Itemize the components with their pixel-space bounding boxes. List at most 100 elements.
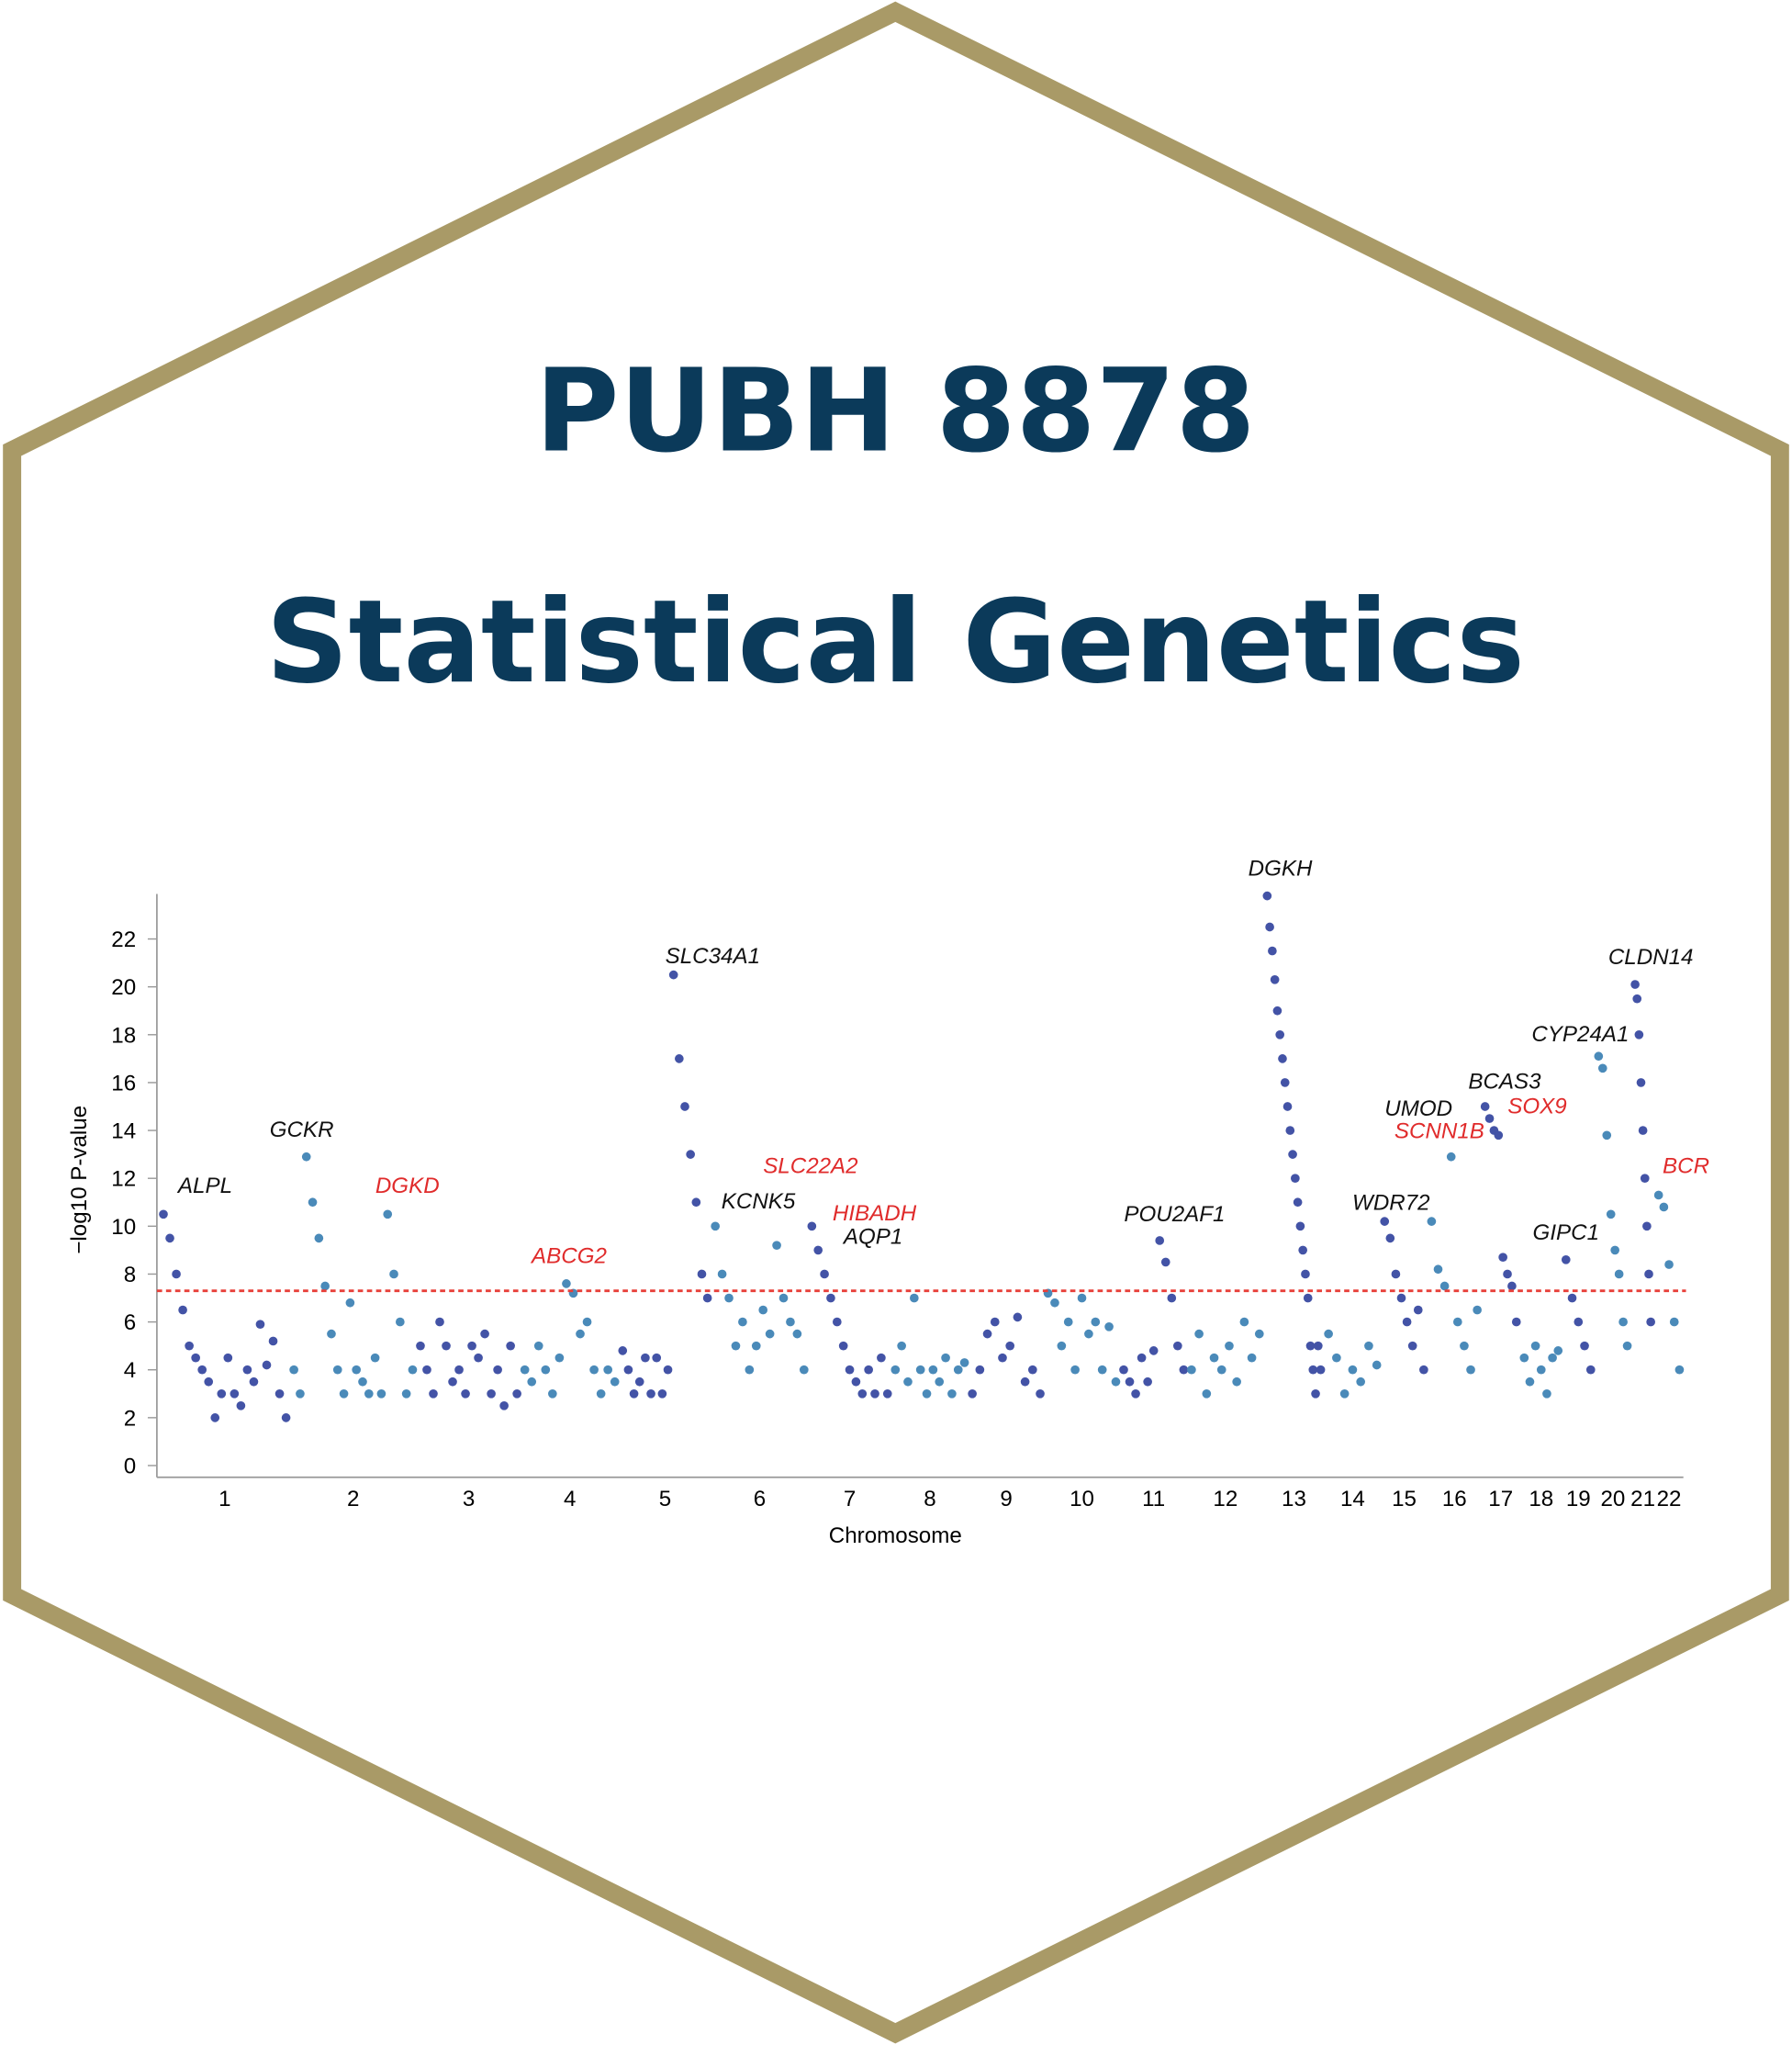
snp-point <box>1460 1341 1469 1351</box>
snp-point <box>618 1346 628 1355</box>
snp-point <box>864 1365 873 1375</box>
snp-point <box>745 1365 755 1375</box>
snp-point <box>1391 1269 1401 1279</box>
snp-point <box>1084 1329 1093 1339</box>
y-axis-label: −log10 P-value <box>67 1106 92 1254</box>
snp-point <box>274 1388 285 1399</box>
snp-point <box>1484 1114 1495 1123</box>
snp-point <box>178 1305 187 1315</box>
y-tick-label: 18 <box>111 1023 136 1048</box>
snp-point <box>1530 1341 1540 1351</box>
snp-point <box>778 1293 789 1303</box>
snp-point <box>1167 1293 1177 1303</box>
snp-point <box>1125 1376 1135 1387</box>
snp-point <box>493 1365 502 1375</box>
gene-label: BCR <box>1663 1154 1709 1179</box>
snp-point <box>396 1317 405 1327</box>
title-line2: Statistical Genetics <box>266 576 1525 709</box>
snp-point <box>1606 1209 1616 1219</box>
snp-point <box>1385 1233 1395 1243</box>
snp-point <box>596 1388 606 1399</box>
snp-point <box>915 1365 925 1375</box>
snp-point <box>1597 1063 1607 1073</box>
snp-point <box>474 1353 483 1363</box>
y-tick-label: 6 <box>124 1310 136 1335</box>
snp-point <box>890 1365 901 1375</box>
snp-point <box>467 1341 476 1351</box>
snp-point <box>554 1353 565 1363</box>
snp-point <box>217 1388 227 1399</box>
snp-point <box>1027 1365 1037 1375</box>
snp-point <box>680 1102 689 1111</box>
snp-point <box>1402 1317 1412 1327</box>
snp-point <box>1291 1174 1300 1184</box>
snp-point <box>1630 980 1640 989</box>
snp-point <box>1036 1388 1045 1399</box>
snp-point <box>1013 1312 1023 1322</box>
gene-label: SOX9 <box>1507 1094 1566 1118</box>
snp-point <box>364 1388 374 1399</box>
snp-point <box>968 1388 977 1399</box>
snp-point <box>1452 1317 1462 1327</box>
snp-point <box>953 1365 963 1375</box>
gene-label: SLC34A1 <box>666 944 760 969</box>
snp-point <box>1194 1329 1204 1339</box>
snp-point <box>1262 891 1272 901</box>
snp-point <box>903 1376 913 1387</box>
snp-point <box>772 1241 781 1251</box>
snp-point <box>691 1197 701 1208</box>
gene-label: ABCG2 <box>530 1244 607 1269</box>
snp-point <box>1567 1293 1577 1303</box>
snp-point <box>1225 1341 1234 1351</box>
snp-point <box>765 1329 775 1339</box>
snp-point <box>1561 1254 1571 1264</box>
snp-point <box>1275 1029 1285 1039</box>
snp-point <box>845 1365 855 1375</box>
x-axis-label: Chromosome <box>829 1523 962 1548</box>
snp-point <box>1503 1269 1512 1279</box>
snp-point <box>947 1388 957 1399</box>
snp-point <box>711 1221 720 1231</box>
snp-point <box>792 1329 802 1339</box>
snp-point <box>1155 1236 1165 1245</box>
x-tick-label: 1 <box>218 1487 230 1511</box>
snp-point <box>623 1365 633 1375</box>
snp-point <box>1580 1341 1589 1351</box>
snp-point <box>376 1388 386 1399</box>
gene-label: AQP1 <box>842 1224 902 1249</box>
snp-point <box>1097 1365 1107 1375</box>
gene-label: DGKD <box>375 1174 440 1198</box>
gene-label: CLDN14 <box>1608 945 1694 970</box>
snp-point <box>1137 1353 1147 1363</box>
x-tick-label: 5 <box>659 1487 671 1511</box>
snp-point <box>296 1388 305 1399</box>
snp-point <box>1519 1353 1529 1363</box>
snp-point <box>320 1281 330 1291</box>
x-tick-label: 7 <box>844 1487 856 1511</box>
snp-point <box>1664 1260 1674 1269</box>
snp-point <box>1057 1341 1067 1351</box>
snp-point <box>1288 1150 1297 1159</box>
snp-point <box>1268 946 1277 956</box>
snp-point <box>1638 1126 1648 1135</box>
snp-point <box>1473 1305 1482 1315</box>
snp-point <box>832 1317 842 1327</box>
y-tick-label: 2 <box>124 1406 136 1431</box>
snp-point <box>487 1388 496 1399</box>
snp-point <box>429 1388 438 1399</box>
snp-point <box>1160 1257 1170 1267</box>
snp-point <box>339 1388 349 1399</box>
y-tick-label: 0 <box>124 1455 136 1479</box>
snp-point <box>1247 1353 1257 1363</box>
snp-point <box>548 1388 557 1399</box>
snp-point <box>1332 1353 1341 1363</box>
snp-point <box>751 1341 761 1351</box>
snp-point <box>345 1298 355 1308</box>
snp-point <box>210 1413 220 1422</box>
snp-point <box>1301 1269 1310 1279</box>
snp-point <box>998 1353 1007 1363</box>
snp-point <box>851 1376 861 1387</box>
snp-point <box>527 1376 537 1387</box>
snp-point <box>1433 1264 1443 1275</box>
snp-point <box>480 1329 489 1339</box>
